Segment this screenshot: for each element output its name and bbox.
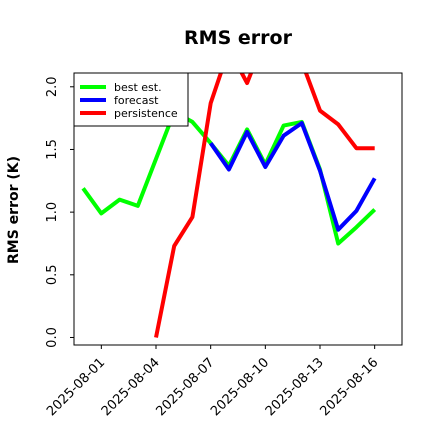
- y-axis: 0.0 0.5 1.0 1.5 2.0: [45, 76, 74, 348]
- legend-label: forecast: [114, 94, 159, 107]
- x-tick-label: 2025-08-16: [317, 355, 381, 419]
- plot-frame: [73, 72, 403, 346]
- y-axis-label: RMS error (K): [6, 156, 22, 264]
- y-tick-label: 0.5: [45, 264, 60, 285]
- series-line-persistence: [154, 73, 375, 338]
- chart-title: RMS error: [184, 27, 293, 49]
- y-tick-label: 1.0: [45, 202, 60, 223]
- x-axis: 2025-08-012025-08-042025-08-072025-08-10…: [44, 345, 381, 419]
- legend-label: best est.: [114, 81, 162, 94]
- series-line-forecast: [209, 121, 377, 232]
- legend-label: persistence: [114, 107, 178, 120]
- series-line-best-est-: [81, 109, 377, 246]
- y-tick-label: 1.5: [45, 139, 60, 160]
- y-tick-label: 0.0: [45, 327, 60, 348]
- series-layer: [81, 73, 377, 338]
- y-tick-label: 2.0: [45, 76, 60, 97]
